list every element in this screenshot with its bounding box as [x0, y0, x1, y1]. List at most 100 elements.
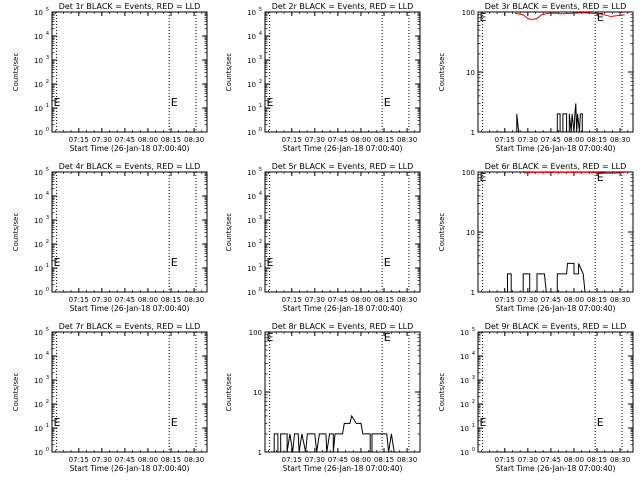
- panel-title: Det 9r BLACK = Events, RED = LLD: [485, 322, 627, 331]
- plot-frame: [477, 11, 634, 133]
- y-tick-label-exponent: 4: [46, 31, 49, 37]
- lld-series-line: [514, 12, 625, 21]
- x-tick-label: 07:30: [518, 136, 538, 144]
- x-axis-label: Start Time (26-Jan-18 07:00:40): [496, 304, 616, 313]
- y-tick-label-exponent: 3: [259, 55, 262, 61]
- y-tick-label-exponent: 0: [46, 127, 49, 133]
- panel-title: Det 1r BLACK = Events, RED = LLD: [59, 2, 201, 11]
- panel-title: Det 4r BLACK = Events, RED = LLD: [59, 162, 201, 171]
- y-tick-label-exponent: 3: [259, 215, 262, 221]
- x-axis-label: Start Time (26-Jan-18 07:00:40): [283, 464, 403, 473]
- y-tick-label-exponent: 5: [46, 327, 49, 333]
- y-tick-label: 10: [34, 33, 43, 41]
- panel-title: Det 3r BLACK = Events, RED = LLD: [485, 2, 627, 11]
- y-tick-label: 10: [247, 217, 256, 225]
- plot-frame: [477, 171, 634, 293]
- x-tick-label: 07:45: [328, 456, 348, 464]
- x-tick-label: 07:45: [328, 136, 348, 144]
- x-tick-label: 08:30: [184, 136, 204, 144]
- y-tick-label-exponent: 5: [259, 167, 262, 173]
- y-tick-label-exponent: 3: [46, 215, 49, 221]
- x-axis-label: Start Time (26-Jan-18 07:00:40): [283, 144, 403, 153]
- x-tick-label: 07:15: [282, 136, 302, 144]
- y-tick-label-exponent: 2: [46, 399, 49, 405]
- y-tick-label-exponent: 2: [259, 239, 262, 245]
- x-tick-label: 07:15: [69, 296, 89, 304]
- y-tick-label: 10: [34, 193, 43, 201]
- x-tick-label: 08:30: [610, 456, 630, 464]
- y-tick-label: 1: [471, 289, 475, 297]
- x-tick-label: 07:15: [495, 456, 515, 464]
- x-tick-label: 08:00: [351, 456, 371, 464]
- x-tick-label: 07:30: [92, 456, 112, 464]
- event-marker-label: E: [54, 96, 61, 109]
- x-tick-label: 07:15: [69, 456, 89, 464]
- plot-frame: [264, 11, 421, 133]
- x-tick-label: 07:30: [305, 136, 325, 144]
- x-axis-label: Start Time (26-Jan-18 07:00:40): [283, 304, 403, 313]
- y-tick-label-exponent: 1: [46, 423, 49, 429]
- y-tick-label-exponent: 2: [46, 79, 49, 85]
- x-tick-label: 07:30: [518, 456, 538, 464]
- y-tick-label: 10: [34, 81, 43, 89]
- event-marker-label: E: [384, 256, 391, 269]
- y-tick-label: 10: [34, 353, 43, 361]
- y-tick-label-exponent: 2: [472, 399, 475, 405]
- y-tick-label: 10: [34, 9, 43, 17]
- y-tick-label: 10: [34, 57, 43, 65]
- y-tick-label: 10: [34, 425, 43, 433]
- y-tick-label: 10: [34, 401, 43, 409]
- y-tick-label-exponent: 5: [259, 7, 262, 13]
- y-tick-label: 10: [247, 105, 256, 113]
- x-tick-label: 08:15: [587, 136, 607, 144]
- y-tick-label-exponent: 4: [46, 351, 49, 357]
- x-tick-label: 08:15: [587, 456, 607, 464]
- y-tick-label: 100: [249, 329, 262, 337]
- y-tick-label: 100: [462, 9, 475, 17]
- y-tick-label: 10: [466, 229, 475, 237]
- x-tick-label: 07:30: [305, 456, 325, 464]
- x-axis-label: Start Time (26-Jan-18 07:00:40): [496, 464, 616, 473]
- y-tick-label-exponent: 1: [46, 103, 49, 109]
- plot-frame: [51, 11, 208, 133]
- x-tick-label: 07:45: [541, 456, 561, 464]
- y-tick-label-exponent: 0: [259, 287, 262, 293]
- x-tick-label: 07:45: [115, 456, 135, 464]
- x-tick-label: 08:00: [138, 456, 158, 464]
- x-tick-label: 08:00: [138, 296, 158, 304]
- x-tick-label: 08:30: [610, 296, 630, 304]
- x-tick-label: 07:45: [541, 136, 561, 144]
- y-tick-label: 10: [460, 353, 469, 361]
- y-tick-label-exponent: 0: [46, 447, 49, 453]
- event-marker-label: E: [54, 256, 61, 269]
- y-tick-label-exponent: 3: [46, 375, 49, 381]
- y-tick-label-exponent: 2: [259, 79, 262, 85]
- panel-title: Det 6r BLACK = Events, RED = LLD: [485, 162, 627, 171]
- y-tick-label: 10: [247, 81, 256, 89]
- y-axis-label: Counts/sec: [12, 53, 20, 92]
- x-tick-label: 07:15: [495, 296, 515, 304]
- panel-title: Det 8r BLACK = Events, RED = LLD: [272, 322, 414, 331]
- x-tick-label: 08:15: [161, 456, 181, 464]
- y-axis-label: Counts/sec: [438, 53, 446, 92]
- x-tick-label: 08:00: [564, 136, 584, 144]
- event-marker-label: E: [480, 171, 487, 184]
- event-marker-label: E: [480, 416, 487, 429]
- x-tick-label: 07:15: [282, 296, 302, 304]
- y-axis-label: Counts/sec: [438, 373, 446, 412]
- panel-title: Det 5r BLACK = Events, RED = LLD: [272, 162, 414, 171]
- x-tick-label: 07:15: [282, 456, 302, 464]
- y-tick-label-exponent: 4: [472, 351, 475, 357]
- y-tick-label: 10: [34, 129, 43, 137]
- y-tick-label-exponent: 0: [472, 447, 475, 453]
- y-tick-label: 10: [466, 69, 475, 77]
- y-tick-label: 10: [34, 289, 43, 297]
